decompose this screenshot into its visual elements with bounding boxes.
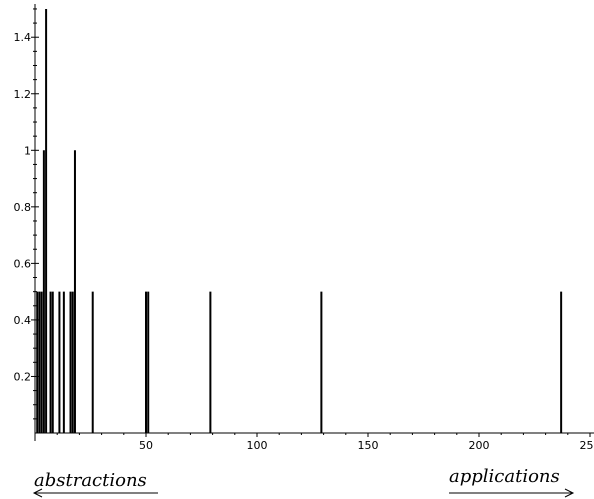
x-tick-label: 150 bbox=[358, 439, 379, 452]
x-tick-label: 200 bbox=[469, 439, 490, 452]
abstractions-label: abstractions bbox=[34, 470, 147, 491]
bars-group bbox=[36, 8, 563, 433]
ticks-group bbox=[31, 8, 591, 437]
tick-labels-group: 50 100 150 200 250 0.2 0.4 0.6 0.8 1 1.2 1.4 bbox=[14, 31, 594, 452]
right-arrow-icon bbox=[449, 488, 575, 498]
y-tick-label: 1.2 bbox=[14, 88, 32, 101]
y-tick-label: 0.2 bbox=[14, 370, 32, 383]
x-tick-label: 50 bbox=[139, 439, 153, 452]
y-tick-label: 1.4 bbox=[14, 31, 32, 44]
y-tick-label: 1 bbox=[24, 144, 31, 157]
x-tick-label: 100 bbox=[247, 439, 268, 452]
x-tick-label: 250 bbox=[580, 439, 594, 452]
y-tick-label: 0.8 bbox=[14, 201, 32, 214]
applications-label: applications bbox=[449, 466, 560, 487]
axes-group bbox=[34, 4, 594, 441]
y-tick-label: 0.4 bbox=[14, 314, 32, 327]
y-tick-label: 0.6 bbox=[14, 257, 32, 270]
left-arrow-icon bbox=[32, 488, 158, 498]
